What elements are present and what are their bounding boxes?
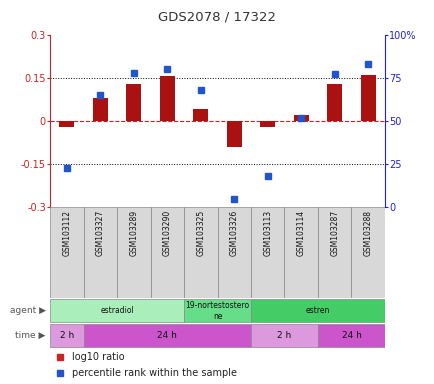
Text: estren: estren [305,306,329,315]
Text: 2 h: 2 h [277,331,291,340]
Bar [92,98,108,121]
Text: 2 h: 2 h [59,331,74,340]
Bar [250,207,284,298]
Bar [159,76,174,121]
Bar [226,121,241,147]
Bar [184,299,250,322]
Bar [150,207,184,298]
Bar [250,299,384,322]
Text: GSM103325: GSM103325 [196,210,205,257]
Text: GSM103112: GSM103112 [62,210,71,256]
Bar [184,207,217,298]
Text: 24 h: 24 h [157,331,177,340]
Text: GSM103289: GSM103289 [129,210,138,256]
Bar [326,84,342,121]
Bar [293,115,308,121]
Bar [351,207,384,298]
Bar [50,207,83,298]
Bar [83,324,250,347]
Text: GSM103326: GSM103326 [229,210,238,257]
Text: GSM103114: GSM103114 [296,210,305,256]
Bar [59,121,74,127]
Bar [260,121,275,127]
Text: GSM103287: GSM103287 [329,210,339,256]
Bar [126,84,141,121]
Bar [217,207,250,298]
Text: 19-nortestostero
ne: 19-nortestostero ne [185,301,249,321]
Text: estradiol: estradiol [100,306,134,315]
Text: log10 ratio: log10 ratio [72,352,124,362]
Text: time ▶: time ▶ [15,331,46,340]
Text: GSM103288: GSM103288 [363,210,372,256]
Text: 24 h: 24 h [341,331,361,340]
Text: agent ▶: agent ▶ [10,306,46,315]
Bar [50,324,83,347]
Text: GSM103113: GSM103113 [263,210,272,256]
Text: GSM103327: GSM103327 [95,210,105,257]
Bar [193,109,208,121]
Bar [250,324,317,347]
Text: GSM103290: GSM103290 [162,210,171,257]
Bar [317,207,351,298]
Bar [317,324,384,347]
Bar [284,207,317,298]
Bar [83,207,117,298]
Bar [117,207,150,298]
Bar [50,299,184,322]
Text: GDS2078 / 17322: GDS2078 / 17322 [158,10,276,23]
Text: percentile rank within the sample: percentile rank within the sample [72,368,236,378]
Bar [360,75,375,121]
